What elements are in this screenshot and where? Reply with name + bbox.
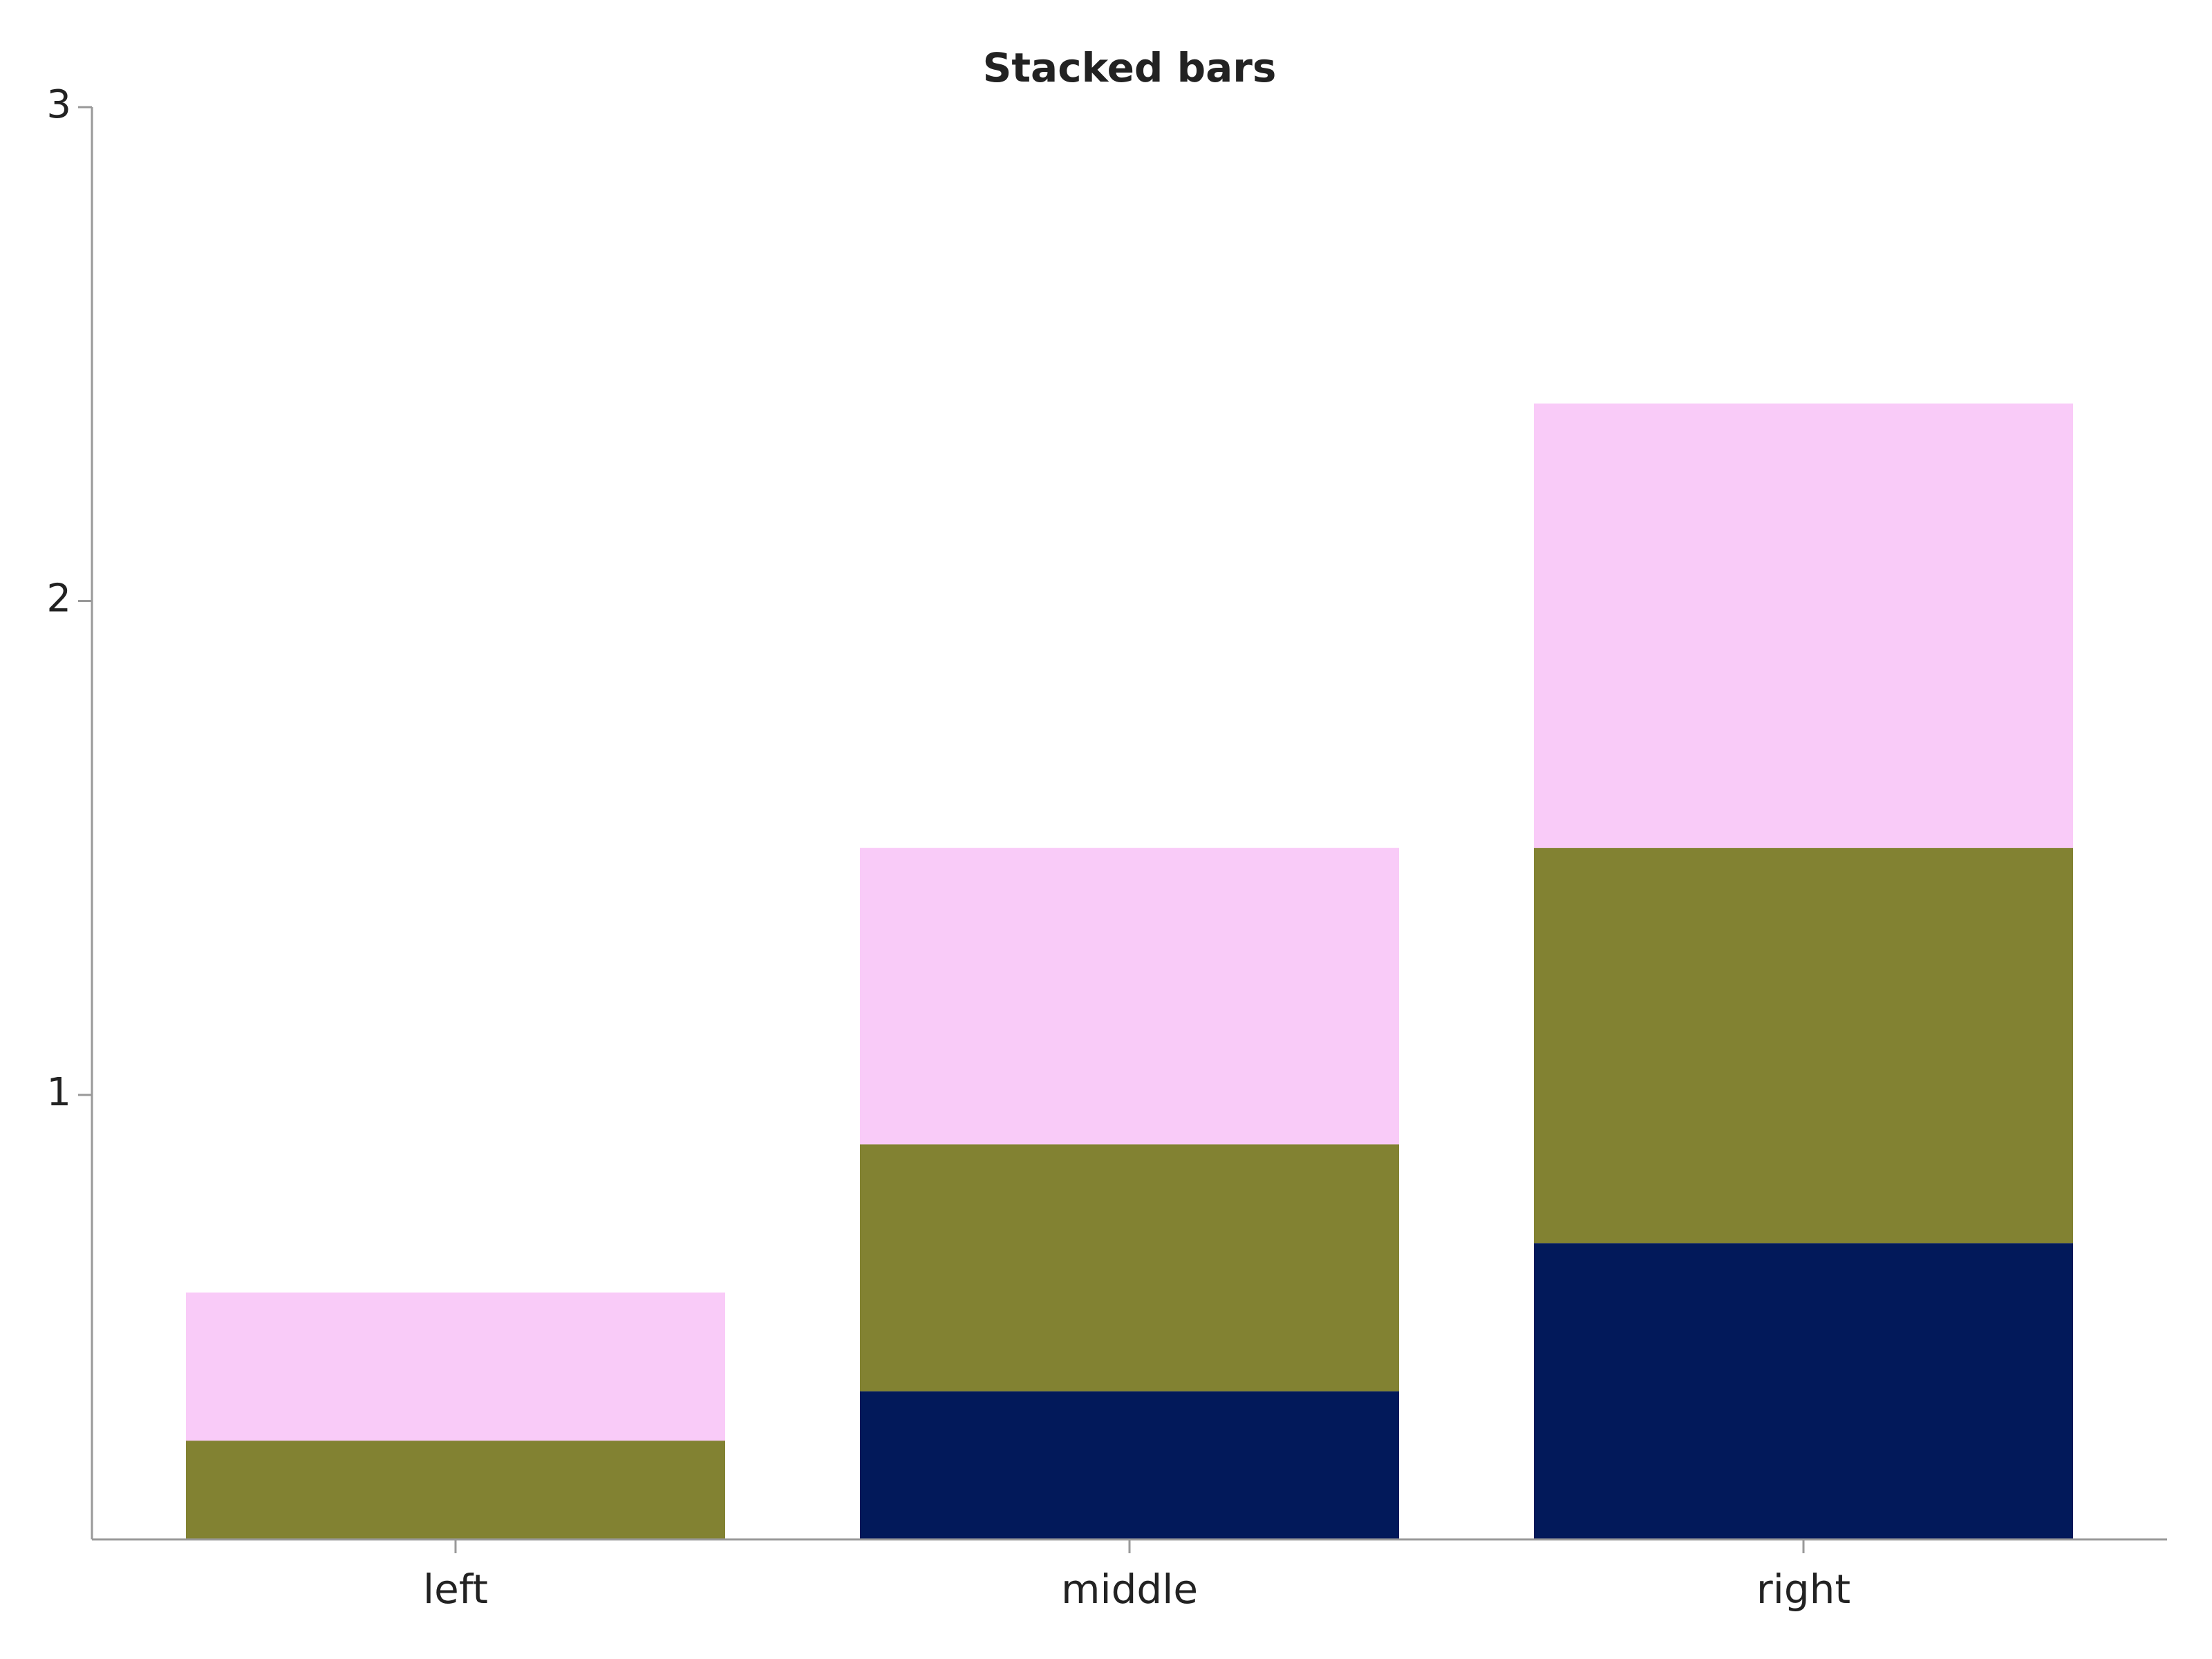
bar-segment: [860, 1391, 1399, 1539]
x-tick-label: middle: [1061, 1566, 1198, 1613]
x-tick-label: right: [1756, 1566, 1850, 1613]
bar-segment: [186, 1292, 725, 1441]
bar-segment: [860, 1144, 1399, 1391]
bar-segment: [1534, 847, 2073, 1244]
bar-segment: [860, 847, 1399, 1145]
bar-segment: [1534, 403, 2073, 848]
y-tick-label: 2: [46, 577, 71, 621]
x-tick-label: left: [423, 1566, 488, 1613]
y-tick-label: 3: [46, 82, 71, 127]
bar-segment: [1534, 1243, 2073, 1539]
bar-segment: [186, 1441, 725, 1539]
chart-title: Stacked bars: [983, 44, 1277, 91]
y-tick-label: 1: [46, 1070, 71, 1115]
